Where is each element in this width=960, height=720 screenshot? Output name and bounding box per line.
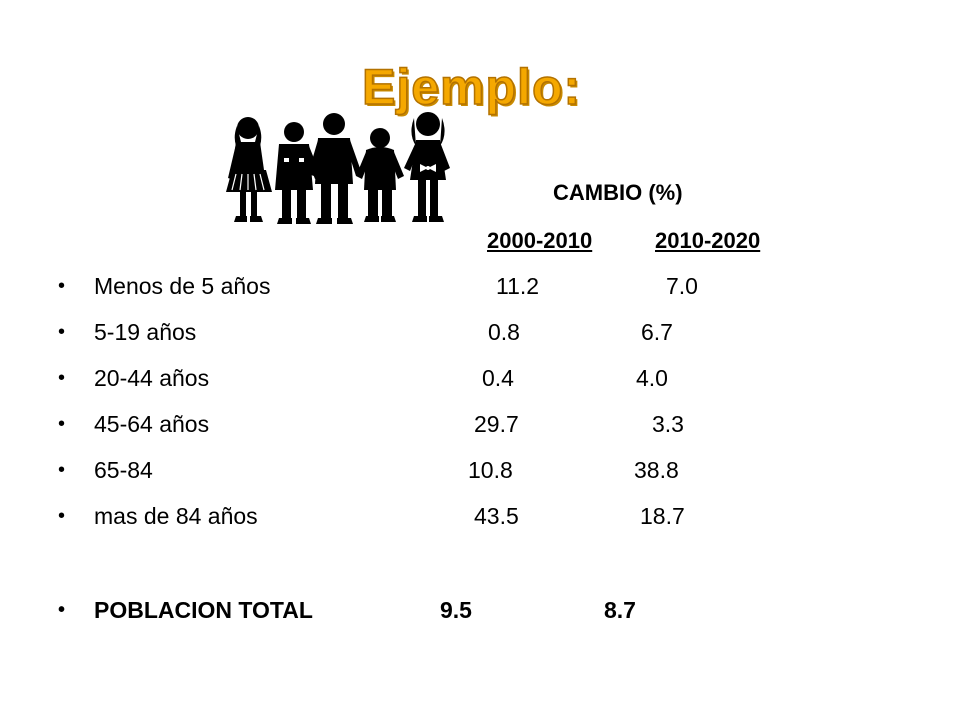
- row-label: 45-64 años: [94, 411, 210, 437]
- child-silhouette: [356, 128, 404, 222]
- row-label: POBLACION TOTAL: [94, 597, 313, 623]
- child-silhouette: [308, 113, 362, 224]
- row-label: Menos de 5 años: [94, 273, 271, 299]
- value-2000-2010: 10.8: [468, 457, 513, 483]
- value-2000-2010: 43.5: [474, 503, 519, 529]
- bullet: •: [58, 367, 66, 389]
- child-silhouette: [226, 117, 272, 222]
- value-2000-2010: 0.4: [482, 365, 514, 391]
- value-2000-2010: 11.2: [496, 273, 540, 299]
- list-item: • mas de 84 años 43.5 18.7: [58, 500, 938, 532]
- row-label: 5-19 años: [94, 319, 197, 345]
- value-2010-2020: 6.7: [641, 319, 673, 345]
- row-label: mas de 84 años: [94, 503, 258, 529]
- child-silhouette: [404, 112, 450, 222]
- slide-title: Ejemplo:: [361, 58, 582, 116]
- children-silhouette-image: [226, 112, 450, 224]
- value-2010-2020: 38.8: [634, 457, 679, 483]
- value-2010-2020: 7.0: [666, 273, 698, 299]
- value-2000-2010: 29.7: [474, 411, 519, 437]
- bullet: •: [58, 321, 66, 343]
- list-item: • 5-19 años 0.8 6.7: [58, 316, 938, 348]
- bullet: •: [58, 275, 66, 297]
- list-item: • 45-64 años 29.7 3.3: [58, 408, 938, 440]
- column-header-period-2: 2010-2020: [655, 228, 761, 253]
- row-label: 20-44 años: [94, 365, 210, 391]
- value-2010-2020: 3.3: [652, 411, 684, 437]
- value-2010-2020: 8.7: [604, 597, 636, 623]
- list-item: • 20-44 años 0.4 4.0: [58, 362, 938, 394]
- value-2010-2020: 18.7: [640, 503, 685, 529]
- row-label: 65-84: [94, 457, 153, 483]
- list-item: • 65-84 10.8 38.8: [58, 454, 938, 486]
- value-2000-2010: 0.8: [488, 319, 520, 345]
- bullet: •: [58, 505, 66, 527]
- value-2010-2020: 4.0: [636, 365, 668, 391]
- column-header-period-1: 2000-2010: [487, 228, 593, 253]
- bullet: •: [58, 599, 66, 621]
- bullet: •: [58, 413, 66, 435]
- column-header-cambio: CAMBIO (%): [553, 180, 683, 205]
- bullet: •: [58, 459, 66, 481]
- total-row: • POBLACION TOTAL 9.5 8.7: [58, 594, 938, 626]
- list-item: • Menos de 5 años 11.2 7.0: [58, 270, 938, 302]
- value-2000-2010: 9.5: [440, 597, 472, 623]
